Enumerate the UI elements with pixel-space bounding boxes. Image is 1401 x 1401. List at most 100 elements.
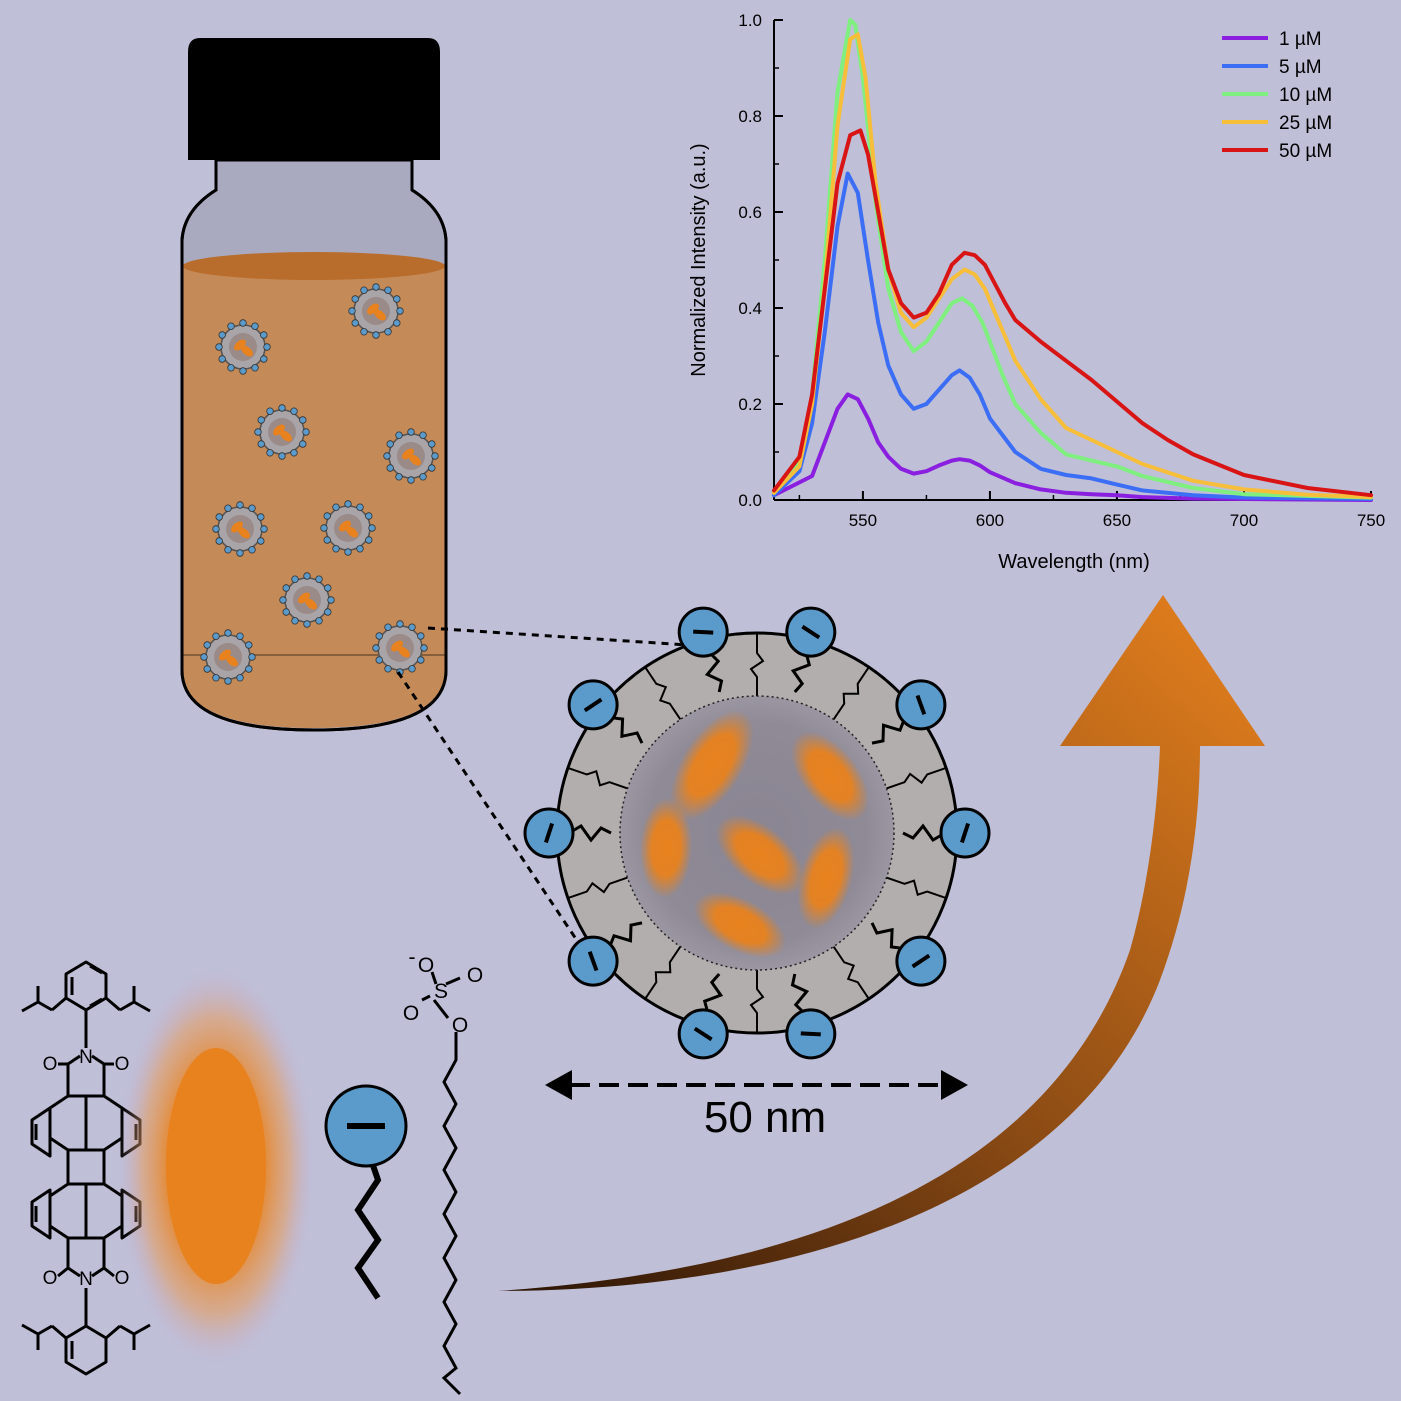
y-tick-label: 1.0 [738, 11, 762, 30]
dye-ellipse [716, 815, 804, 895]
pdi-oxygen: O [43, 1268, 58, 1289]
vial-solution [183, 264, 445, 728]
x-tick-label: 650 [1103, 511, 1131, 530]
series-line [772, 128, 1373, 498]
scale-bar-label: 50 nm [704, 1093, 826, 1142]
chart-legend: 1 µM 5 µM 10 µM 25 µM 50 µM [1222, 29, 1332, 162]
y-tick-label: 0.4 [738, 299, 762, 318]
series-line [772, 18, 1373, 500]
curved-arrow [498, 595, 1265, 1291]
dye-ellipse [639, 798, 693, 898]
pdi-oxygen: O [115, 1268, 130, 1289]
mini-micelle [372, 620, 428, 676]
surfactant-heads [523, 606, 991, 1060]
y-axis-label: Normalized Intensity (a.u.) [688, 143, 710, 376]
surfactant-tail [902, 823, 946, 842]
legend-label: 25 µM [1279, 113, 1332, 134]
dye-ellipse [791, 731, 869, 821]
series-line [772, 392, 1373, 502]
vial [180, 38, 448, 732]
y-tick-label: 0.6 [738, 203, 762, 222]
dye-ellipse [670, 710, 754, 820]
dye-ellipse [797, 827, 855, 929]
vial-cap [188, 38, 440, 160]
zoom-line-top [427, 626, 689, 647]
shell-segment-line [832, 946, 870, 1000]
legend-label: 10 µM [1279, 85, 1332, 106]
surfactant-tail [607, 921, 643, 950]
scale-bar: 50 nm [545, 1070, 968, 1142]
sds-oxygen: O [452, 1014, 468, 1037]
legend-label: 50 µM [1279, 141, 1332, 162]
shell-segment-line [644, 666, 682, 720]
legend-label: 1 µM [1279, 29, 1322, 50]
series-line [772, 32, 1373, 500]
sds-oxygen: O [467, 964, 483, 987]
sds-oxygen: O [418, 954, 434, 977]
micelles-in-vial [200, 283, 439, 685]
y-tick-label: 0.8 [738, 107, 762, 126]
x-axis-label: Wavelength (nm) [998, 551, 1150, 573]
mini-micelle [200, 629, 256, 685]
negative-charge [959, 822, 971, 844]
negative-charge [583, 697, 603, 713]
mini-micelle [215, 319, 271, 375]
mini-micelle [254, 404, 310, 460]
mini-micelle [279, 572, 335, 628]
dye-aggregates [639, 710, 869, 958]
sds-atom-labels: - O O S O O [403, 946, 483, 1037]
sds-sulfur: S [434, 980, 448, 1003]
negative-charge [915, 694, 927, 715]
negative-charge [543, 822, 555, 844]
zoom-line-bottom [396, 671, 592, 961]
negative-charge [693, 629, 714, 635]
shell-segment-line [886, 766, 947, 790]
mini-micelle [383, 428, 439, 484]
shell-segment-line [644, 946, 682, 1000]
y-tick-label: 0.0 [738, 491, 762, 510]
negative-charge [800, 1031, 821, 1037]
surfactant-tail [790, 973, 810, 1016]
surfactant-tail [871, 716, 907, 745]
shell-segment-line [567, 766, 628, 790]
shell-segment-line [567, 876, 628, 900]
x-tick-label: 550 [849, 511, 877, 530]
y-tick-label: 0.2 [738, 395, 762, 414]
dye-ellipse [694, 892, 786, 958]
x-tick-label: 700 [1230, 511, 1258, 530]
x-tick-label: 750 [1357, 511, 1385, 530]
chart-series [772, 18, 1373, 502]
series-line [772, 171, 1373, 501]
dye-icon-core [166, 1048, 266, 1284]
x-tick-label: 600 [976, 511, 1004, 530]
sds-oxygen: O [403, 1002, 419, 1025]
solution-surface [183, 252, 445, 280]
negative-charge [587, 951, 599, 972]
surfactant-tail [568, 824, 612, 843]
mini-micelle [348, 283, 404, 339]
surfactant-tail [704, 650, 724, 693]
surfactant-icon [324, 1084, 408, 1300]
shell-segment-line [886, 876, 947, 900]
chart-axes: 550 600 650 700 750 0.0 0.2 0.4 0.6 0.8 1.0 [738, 11, 1385, 530]
pdi-nitrogen-bottom: N [79, 1269, 93, 1290]
mini-micelle [212, 501, 268, 557]
negative-charge [911, 953, 931, 969]
pdi-nitrogen-top: N [79, 1047, 93, 1068]
sds-molecule [421, 971, 462, 1396]
micelle-zoom [523, 606, 991, 1060]
pdi-oxygen: O [115, 1054, 130, 1075]
micelle-segments [567, 633, 947, 1033]
shell-segment-line [832, 666, 870, 720]
negative-charge [693, 1026, 713, 1042]
mini-micelle [320, 500, 376, 556]
legend-label: 5 µM [1279, 57, 1322, 78]
surfactant-tail [608, 715, 644, 744]
sds-charge: - [409, 946, 416, 969]
emission-spectrum-chart: 550 600 650 700 750 0.0 0.2 0.4 0.6 0.8 1.0 1 µM 5 … [688, 11, 1385, 573]
surfactant-tail [870, 922, 906, 951]
surfactant-tail [790, 651, 812, 693]
negative-charge [801, 624, 821, 640]
pdi-atom-labels: N O O N O O [43, 1047, 130, 1290]
